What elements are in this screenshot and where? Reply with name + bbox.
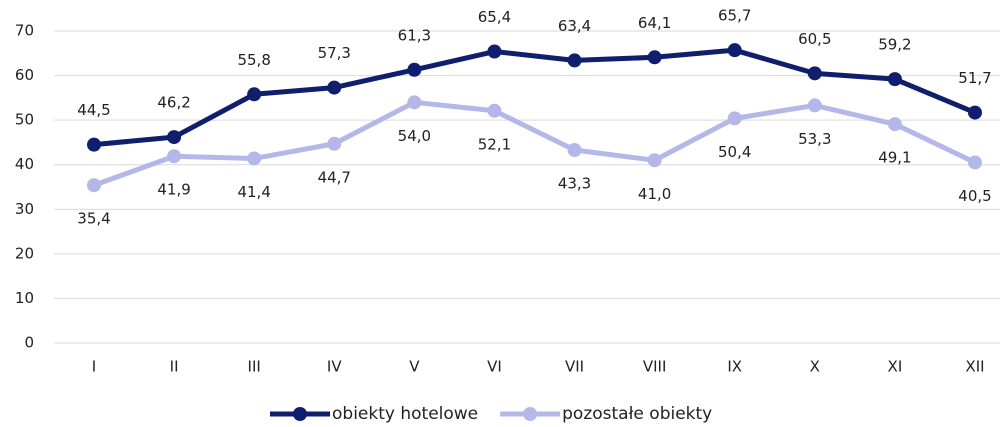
point xyxy=(407,62,422,77)
y-tick-label: 10 xyxy=(15,289,34,307)
point xyxy=(487,103,502,118)
point xyxy=(407,95,422,110)
data-label: 35,4 xyxy=(77,210,110,228)
series-line xyxy=(93,99,977,188)
point xyxy=(487,44,502,59)
data-label: 53,3 xyxy=(798,130,831,148)
x-tick-label: VIII xyxy=(643,358,667,376)
x-tick-label: IV xyxy=(327,358,342,376)
data-label: 49,1 xyxy=(878,149,911,167)
x-tick-label: II xyxy=(170,358,179,376)
point xyxy=(567,53,582,68)
data-label: 46,2 xyxy=(157,94,190,112)
legend-label: pozostałe obiekty xyxy=(562,404,712,424)
x-tick-label: XI xyxy=(888,358,903,376)
data-label: 51,7 xyxy=(958,69,991,87)
data-label: 50,4 xyxy=(718,143,751,161)
data-label: 41,4 xyxy=(237,183,270,201)
point xyxy=(727,43,742,58)
x-tick-label: XII xyxy=(965,358,984,376)
data-label: 60,5 xyxy=(798,30,831,48)
x-tick-label: VII xyxy=(565,358,584,376)
point xyxy=(967,105,982,120)
data-label: 57,3 xyxy=(318,44,351,62)
y-tick-label: 30 xyxy=(15,200,34,218)
data-label: 43,3 xyxy=(558,175,591,193)
x-tick-label: V xyxy=(409,358,420,376)
data-label: 59,2 xyxy=(878,36,911,54)
y-tick-label: 60 xyxy=(15,66,34,84)
x-tick-label: I xyxy=(92,358,96,376)
x-tick-label: VI xyxy=(487,358,502,376)
x-tick-label: X xyxy=(810,358,820,376)
point xyxy=(167,130,182,145)
point xyxy=(887,117,902,132)
legend-label: obiekty hotelowe xyxy=(332,404,478,424)
point xyxy=(327,136,342,151)
y-tick-label: 20 xyxy=(15,244,34,262)
data-label: 41,0 xyxy=(638,185,671,203)
data-label: 41,9 xyxy=(157,181,190,199)
legend-item: obiekty hotelowe xyxy=(270,404,478,424)
point xyxy=(87,178,101,193)
data-label: 44,5 xyxy=(77,101,110,119)
point xyxy=(887,72,902,87)
data-label: 61,3 xyxy=(398,26,431,44)
data-label: 54,0 xyxy=(398,127,431,145)
point xyxy=(87,137,101,152)
data-label: 65,4 xyxy=(478,8,511,26)
y-tick-label: 0 xyxy=(24,334,34,352)
legend-item: pozostałe obiekty xyxy=(500,404,712,424)
point xyxy=(247,151,262,166)
y-tick-label: 50 xyxy=(15,111,34,129)
data-label: 40,5 xyxy=(958,187,991,205)
point xyxy=(167,149,182,164)
x-tick-label: III xyxy=(248,358,261,376)
y-tick-label: 40 xyxy=(15,155,34,173)
point xyxy=(807,66,822,81)
data-label: 64,1 xyxy=(638,14,671,32)
data-label: 52,1 xyxy=(478,135,511,153)
point xyxy=(647,153,662,168)
data-label: 44,7 xyxy=(318,168,351,186)
legend-marker xyxy=(293,407,307,421)
data-label: 63,4 xyxy=(558,17,591,35)
point xyxy=(647,50,662,65)
point xyxy=(327,80,342,95)
point xyxy=(567,143,582,158)
y-tick-label: 70 xyxy=(15,22,34,40)
point xyxy=(247,87,262,102)
legend-marker xyxy=(523,407,538,421)
series-line xyxy=(93,47,976,148)
data-label: 55,8 xyxy=(237,51,270,69)
point xyxy=(967,155,982,170)
point xyxy=(807,98,822,113)
x-tick-label: IX xyxy=(727,358,742,376)
data-label: 65,7 xyxy=(718,7,751,25)
point xyxy=(727,111,742,126)
